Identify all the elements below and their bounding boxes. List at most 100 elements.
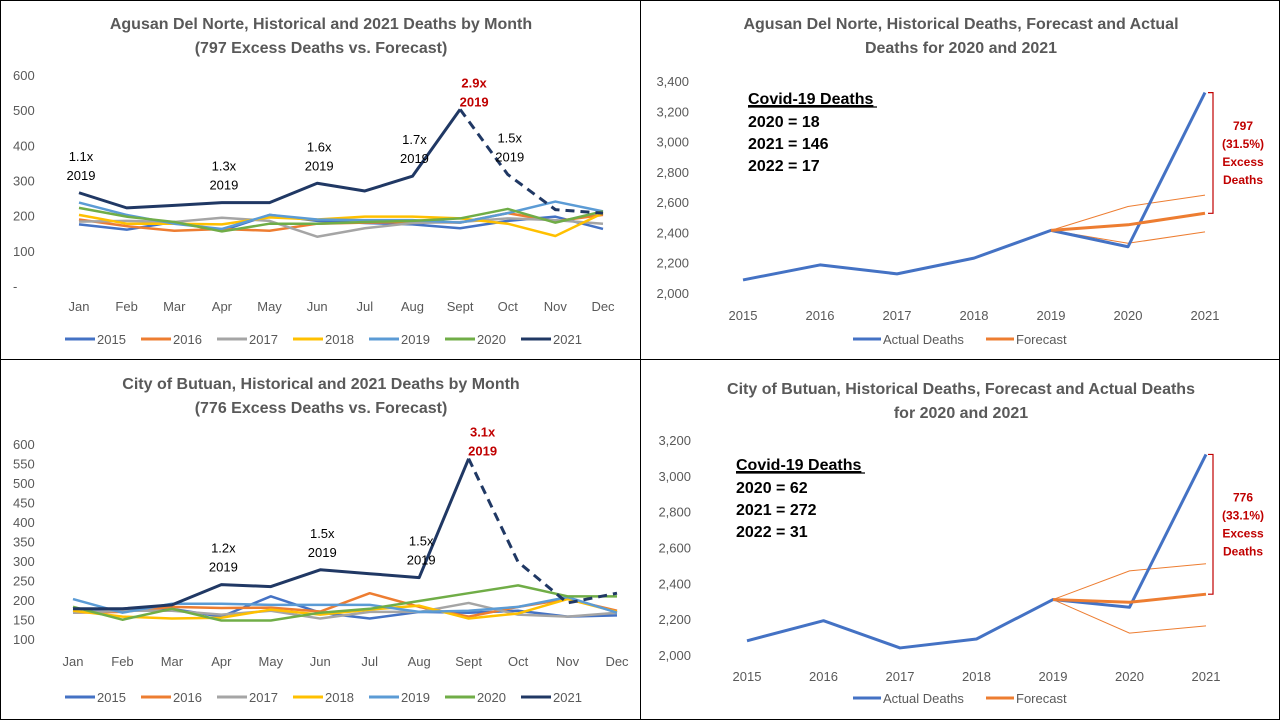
y-tick-label: 500 xyxy=(13,476,35,491)
y-tick-label: 2,400 xyxy=(658,576,691,591)
chart-title-line: (776 Excess Deaths vs. Forecast) xyxy=(195,400,448,417)
series-line-2021 xyxy=(78,108,462,210)
x-tick-label: 2019 xyxy=(1037,308,1066,323)
y-tick-label: 3,400 xyxy=(656,74,689,89)
legend-label: 2019 xyxy=(401,332,430,347)
y-tick-label: 2,200 xyxy=(656,256,689,271)
chart-title-line: City of Butuan, Historical and 2021 Deat… xyxy=(122,376,519,393)
forecast-upper-bound-line xyxy=(1050,194,1206,231)
x-tick-label: May xyxy=(259,654,284,669)
x-tick-label: 2020 xyxy=(1115,669,1144,684)
y-tick-label: 2,800 xyxy=(656,165,689,180)
excess-deaths-label: 797 xyxy=(1233,119,1253,133)
legend-label: 2016 xyxy=(173,332,202,347)
x-tick-label: Oct xyxy=(498,299,519,314)
y-tick-label: 350 xyxy=(13,535,35,550)
y-tick-label: 100 xyxy=(13,632,35,647)
y-tick-label: 2,400 xyxy=(656,225,689,240)
butuan-monthly-chart: City of Butuan, Historical and 2021 Deat… xyxy=(13,376,629,705)
x-tick-label: Oct xyxy=(508,654,529,669)
annotation-label: 2019 xyxy=(308,545,337,560)
x-tick-label: Apr xyxy=(212,299,233,314)
x-tick-label: Jul xyxy=(357,299,374,314)
covid-deaths-line: 2021 = 146 xyxy=(748,136,829,153)
annotation-label: 1.6x xyxy=(307,139,332,154)
series-line-2021 xyxy=(73,458,471,611)
y-tick-label: - xyxy=(13,279,17,294)
chart-title-line: Agusan Del Norte, Historical and 2021 De… xyxy=(110,16,532,33)
legend-label: 2015 xyxy=(97,690,126,705)
legend-label: 2016 xyxy=(173,690,202,705)
excess-deaths-label: 776 xyxy=(1233,490,1253,504)
y-tick-label: 3,000 xyxy=(656,135,689,150)
x-tick-label: Jan xyxy=(63,654,84,669)
covid-deaths-line: 2020 = 18 xyxy=(748,114,820,131)
annotation-label: 2019 xyxy=(460,94,489,109)
y-tick-label: 200 xyxy=(13,593,35,608)
legend-label: 2018 xyxy=(325,690,354,705)
y-tick-label: 400 xyxy=(13,515,35,530)
legend-label: 2021 xyxy=(553,332,582,347)
y-tick-label: 300 xyxy=(13,174,35,189)
legend-label: 2020 xyxy=(477,332,506,347)
y-tick-label: 2,800 xyxy=(658,505,691,520)
annotation-label: 2019 xyxy=(209,178,238,193)
covid-deaths-line: 2022 = 31 xyxy=(736,524,808,541)
excess-deaths-label: (31.5%) xyxy=(1222,137,1264,151)
excess-deaths-label: Excess xyxy=(1222,155,1264,169)
excess-deaths-label: Deaths xyxy=(1223,173,1263,187)
x-tick-label: 2020 xyxy=(1114,308,1143,323)
chart-panel-adn-monthly: Agusan Del Norte, Historical and 2021 De… xyxy=(0,0,641,360)
annotation-label: 2019 xyxy=(407,553,436,568)
x-tick-label: Jan xyxy=(69,299,90,314)
series-line-2020 xyxy=(78,206,604,233)
x-tick-label: Mar xyxy=(163,299,186,314)
x-tick-label: 2017 xyxy=(886,669,915,684)
chart-panel-butuan-forecast: City of Butuan, Historical Deaths, Forec… xyxy=(640,359,1280,720)
annotation-label: 2019 xyxy=(67,168,96,183)
annotation-label: 3.1x xyxy=(470,425,496,440)
x-tick-label: 2018 xyxy=(962,669,991,684)
covid-deaths-heading: Covid-19 Deaths xyxy=(748,91,873,108)
x-tick-label: 2017 xyxy=(883,308,912,323)
legend-label: Actual Deaths xyxy=(883,691,964,706)
annotation-label: 2019 xyxy=(305,158,334,173)
x-tick-label: Nov xyxy=(544,299,568,314)
x-tick-label: 2016 xyxy=(806,308,835,323)
y-tick-label: 250 xyxy=(13,574,35,589)
y-tick-label: 2,600 xyxy=(658,541,691,556)
x-tick-label: Sept xyxy=(447,299,474,314)
x-tick-label: Dec xyxy=(591,299,615,314)
chart-panel-butuan-monthly: City of Butuan, Historical and 2021 Deat… xyxy=(0,359,641,720)
x-tick-label: Dec xyxy=(605,654,629,669)
chart-title-line: for 2020 and 2021 xyxy=(894,405,1028,422)
annotation-label: 2.9x xyxy=(461,75,487,90)
y-tick-label: 600 xyxy=(13,437,35,452)
forecast-lower-bound-line xyxy=(1052,599,1207,634)
chart-title-line: (797 Excess Deaths vs. Forecast) xyxy=(195,40,448,57)
covid-deaths-line: 2020 = 62 xyxy=(736,480,808,497)
legend-label: 2021 xyxy=(553,690,582,705)
x-tick-label: Feb xyxy=(115,299,137,314)
excess-deaths-label: Deaths xyxy=(1223,544,1263,558)
x-tick-label: Feb xyxy=(111,654,133,669)
annotation-label: 1.3x xyxy=(212,159,237,174)
butuan-forecast-chart: City of Butuan, Historical Deaths, Forec… xyxy=(658,381,1264,706)
legend-label: 2020 xyxy=(477,690,506,705)
y-tick-label: 200 xyxy=(13,209,35,224)
annotation-label: 1.5x xyxy=(497,130,522,145)
y-tick-label: 2,600 xyxy=(656,195,689,210)
chart-title-line: Agusan Del Norte, Historical Deaths, For… xyxy=(743,16,1178,33)
x-tick-label: Sept xyxy=(455,654,482,669)
covid-deaths-heading: Covid-19 Deaths xyxy=(736,457,861,474)
legend-label: Forecast xyxy=(1016,691,1067,706)
adn-forecast-chart: Agusan Del Norte, Historical Deaths, For… xyxy=(656,16,1264,347)
x-tick-label: 2019 xyxy=(1039,669,1068,684)
x-tick-label: 2018 xyxy=(960,308,989,323)
y-tick-label: 2,200 xyxy=(658,612,691,627)
y-tick-label: 600 xyxy=(13,68,35,83)
annotation-label: 2019 xyxy=(468,444,497,459)
x-tick-label: 2016 xyxy=(809,669,838,684)
x-tick-label: Apr xyxy=(211,654,232,669)
annotation-label: 1.2x xyxy=(211,541,236,556)
